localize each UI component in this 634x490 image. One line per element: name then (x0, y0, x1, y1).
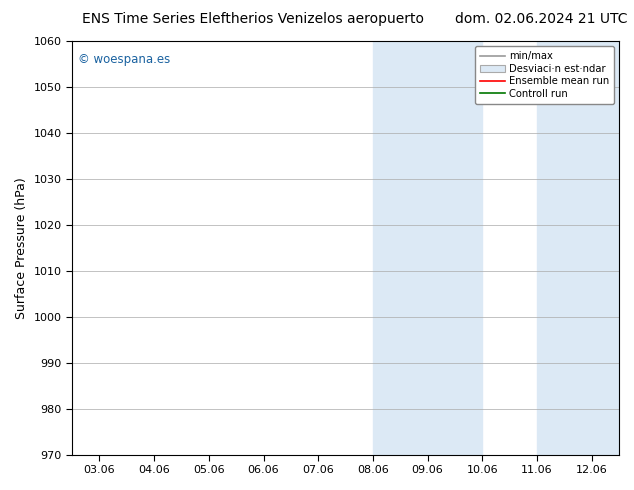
Y-axis label: Surface Pressure (hPa): Surface Pressure (hPa) (15, 177, 28, 318)
Legend: min/max, Desviaci·n est·ndar, Ensemble mean run, Controll run: min/max, Desviaci·n est·ndar, Ensemble m… (475, 46, 614, 103)
Text: dom. 02.06.2024 21 UTC: dom. 02.06.2024 21 UTC (455, 12, 628, 26)
Text: © woespana.es: © woespana.es (77, 53, 170, 67)
Bar (373, 41, 482, 455)
Text: ENS Time Series Eleftherios Venizelos aeropuerto: ENS Time Series Eleftherios Venizelos ae… (82, 12, 424, 26)
Bar (537, 41, 619, 455)
